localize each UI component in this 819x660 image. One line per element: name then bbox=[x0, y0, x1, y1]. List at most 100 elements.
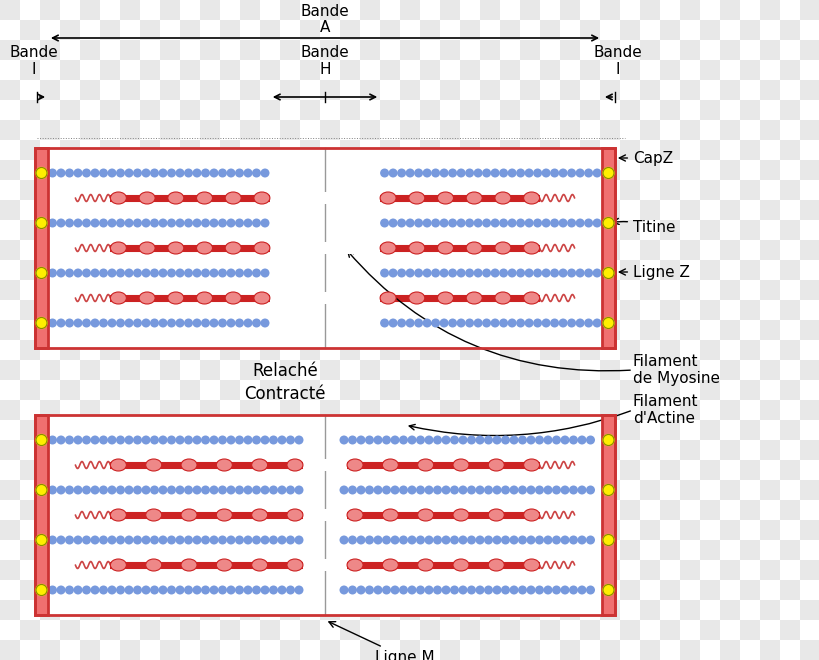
Bar bbox=[40, 500, 60, 520]
Bar bbox=[519, 420, 540, 440]
Bar bbox=[679, 640, 699, 660]
Bar bbox=[479, 100, 500, 120]
Bar bbox=[679, 300, 699, 320]
Bar bbox=[459, 600, 479, 620]
Bar bbox=[799, 380, 819, 400]
Bar bbox=[260, 100, 279, 120]
Bar bbox=[779, 260, 799, 280]
Bar bbox=[240, 480, 260, 500]
Bar bbox=[459, 0, 479, 20]
Bar bbox=[140, 620, 160, 640]
Circle shape bbox=[192, 535, 201, 544]
Circle shape bbox=[382, 535, 391, 544]
Circle shape bbox=[124, 168, 133, 178]
Bar bbox=[500, 180, 519, 200]
Circle shape bbox=[414, 168, 423, 178]
Circle shape bbox=[183, 535, 192, 544]
Bar bbox=[200, 640, 219, 660]
Bar bbox=[340, 500, 360, 520]
Ellipse shape bbox=[111, 242, 126, 254]
Circle shape bbox=[175, 168, 184, 178]
Bar bbox=[799, 160, 819, 180]
Bar bbox=[319, 180, 340, 200]
Circle shape bbox=[473, 218, 482, 228]
Bar bbox=[279, 480, 300, 500]
Bar bbox=[219, 220, 240, 240]
Bar bbox=[559, 320, 579, 340]
Bar bbox=[140, 40, 160, 60]
Bar bbox=[799, 80, 819, 100]
Circle shape bbox=[602, 267, 613, 279]
Circle shape bbox=[74, 585, 83, 595]
Circle shape bbox=[602, 218, 613, 228]
Bar bbox=[319, 220, 340, 240]
Bar bbox=[0, 60, 20, 80]
Bar bbox=[679, 260, 699, 280]
Bar bbox=[719, 520, 739, 540]
Bar bbox=[100, 40, 120, 60]
Bar bbox=[759, 360, 779, 380]
Bar bbox=[260, 560, 279, 580]
Bar bbox=[759, 340, 779, 360]
Bar bbox=[659, 80, 679, 100]
Ellipse shape bbox=[409, 292, 424, 304]
Circle shape bbox=[82, 535, 91, 544]
Circle shape bbox=[65, 535, 74, 544]
Circle shape bbox=[431, 168, 440, 178]
Bar bbox=[300, 480, 319, 500]
Circle shape bbox=[560, 535, 569, 544]
Circle shape bbox=[74, 269, 83, 277]
Circle shape bbox=[583, 319, 592, 327]
Bar bbox=[240, 640, 260, 660]
Bar bbox=[739, 300, 759, 320]
Bar bbox=[340, 540, 360, 560]
Ellipse shape bbox=[251, 509, 267, 521]
Text: Ligne M: Ligne M bbox=[328, 622, 434, 660]
Bar bbox=[260, 120, 279, 140]
Circle shape bbox=[57, 168, 66, 178]
Ellipse shape bbox=[216, 509, 232, 521]
Ellipse shape bbox=[466, 242, 482, 254]
Circle shape bbox=[235, 486, 244, 494]
Bar bbox=[659, 260, 679, 280]
Bar bbox=[219, 500, 240, 520]
Bar bbox=[440, 180, 459, 200]
Bar bbox=[80, 260, 100, 280]
Bar bbox=[100, 180, 120, 200]
Bar bbox=[559, 440, 579, 460]
Bar bbox=[40, 200, 60, 220]
Bar bbox=[779, 500, 799, 520]
Bar bbox=[0, 120, 20, 140]
Bar bbox=[779, 580, 799, 600]
Bar bbox=[779, 40, 799, 60]
Bar bbox=[639, 300, 659, 320]
Bar bbox=[400, 0, 419, 20]
Bar bbox=[120, 280, 140, 300]
Circle shape bbox=[277, 486, 286, 494]
Bar bbox=[240, 60, 260, 80]
Circle shape bbox=[175, 486, 184, 494]
Text: Bande
I: Bande I bbox=[10, 45, 58, 77]
Bar bbox=[160, 520, 180, 540]
Bar bbox=[80, 380, 100, 400]
Circle shape bbox=[226, 218, 235, 228]
Bar bbox=[80, 420, 100, 440]
Bar bbox=[20, 20, 40, 40]
Circle shape bbox=[36, 585, 47, 595]
Bar bbox=[559, 560, 579, 580]
Bar bbox=[0, 620, 20, 640]
Circle shape bbox=[414, 269, 423, 277]
Bar bbox=[500, 60, 519, 80]
Circle shape bbox=[575, 319, 584, 327]
Bar bbox=[160, 160, 180, 180]
Bar bbox=[540, 140, 559, 160]
Bar bbox=[619, 420, 639, 440]
Bar bbox=[459, 420, 479, 440]
Bar bbox=[400, 180, 419, 200]
Bar bbox=[219, 0, 240, 20]
Bar bbox=[219, 480, 240, 500]
Circle shape bbox=[124, 585, 133, 595]
Bar bbox=[160, 500, 180, 520]
Bar bbox=[40, 420, 60, 440]
Bar bbox=[639, 140, 659, 160]
